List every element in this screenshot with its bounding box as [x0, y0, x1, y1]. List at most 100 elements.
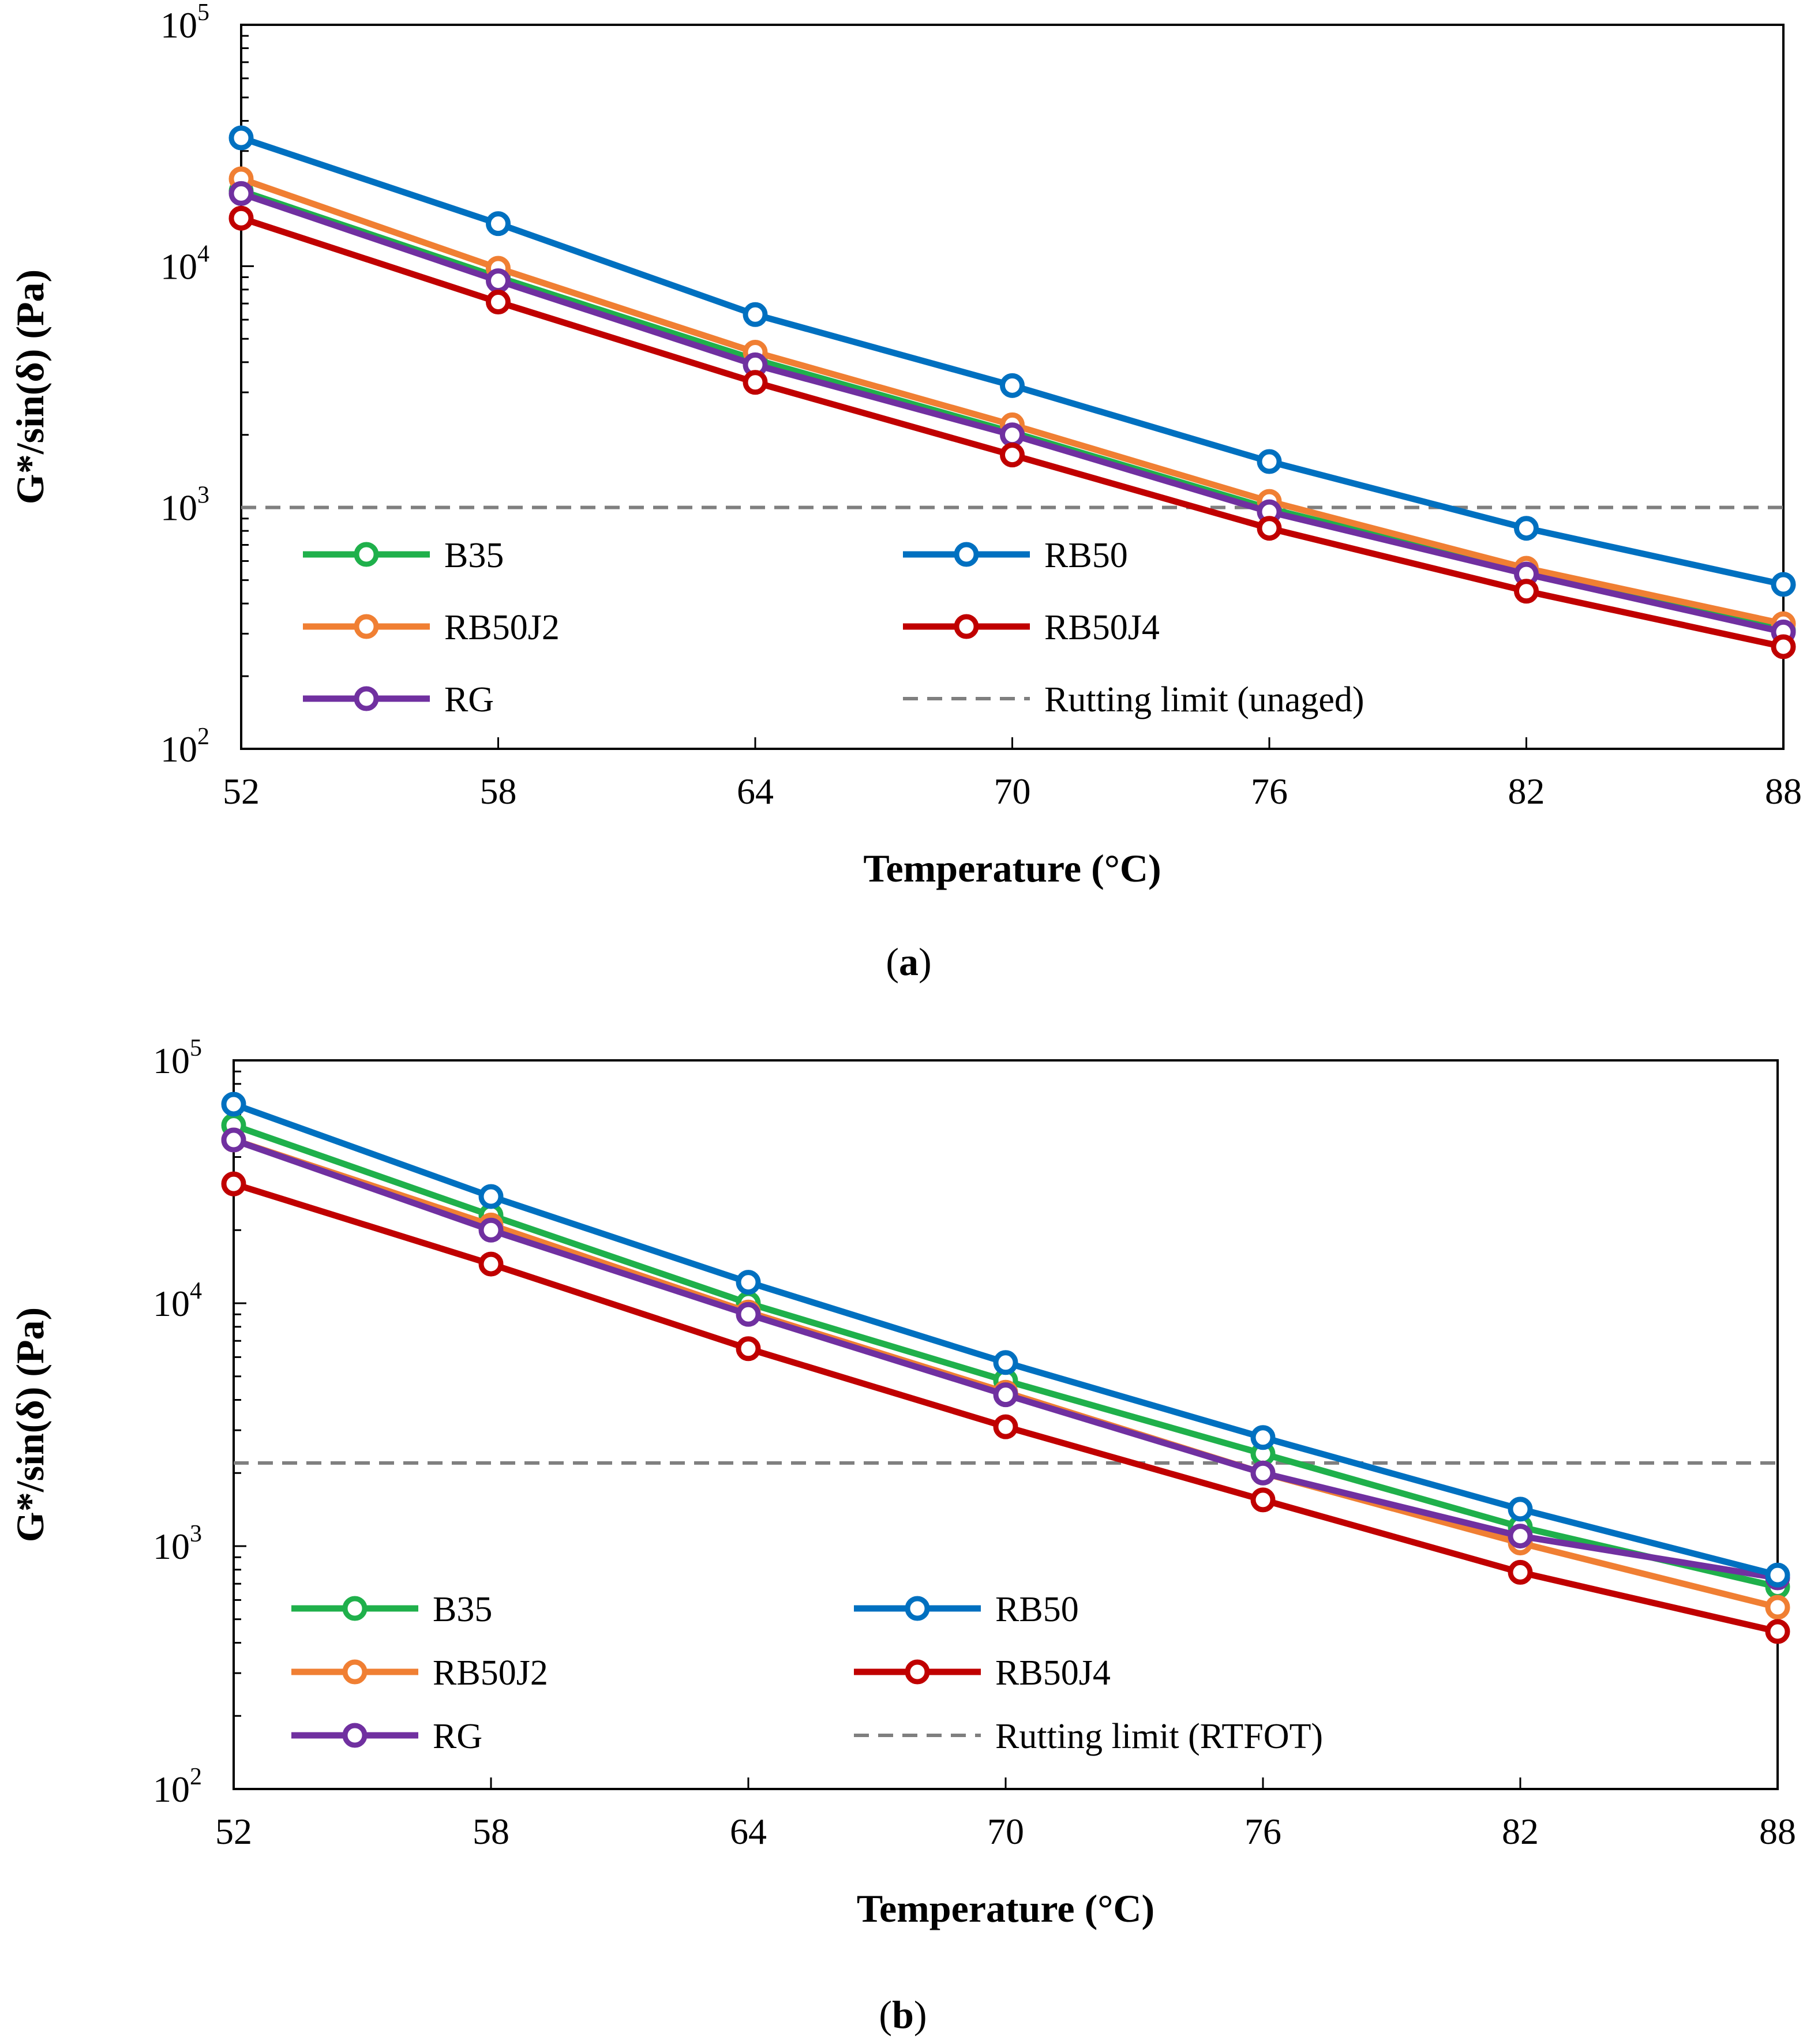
- legend-label: Rutting limit (RTFOT): [995, 1717, 1323, 1756]
- legend-item-rb50j4: RB50J4: [854, 1653, 1111, 1693]
- data-point-rb50: [1771, 572, 1796, 597]
- legend-label: B35: [433, 1590, 492, 1629]
- legend-item-rb50j2: RB50J2: [291, 1653, 548, 1693]
- legend-item-rb50: RB50: [903, 536, 1128, 575]
- series-line-rb50: [233, 1101, 1779, 1578]
- series-rg: [228, 181, 1796, 644]
- data-point-rb50: [478, 1184, 504, 1209]
- legend-swatch-marker: [342, 1723, 368, 1748]
- data-point-rb50: [228, 125, 254, 151]
- data-point-rg: [1508, 1524, 1533, 1549]
- y-tick-label-exponent: 3: [190, 1521, 202, 1547]
- legend-label: RB50J4: [995, 1653, 1111, 1693]
- y-tick-label: 105: [153, 1035, 202, 1081]
- x-axis-title: Temperature (°C): [863, 846, 1161, 890]
- legend-swatch-marker: [954, 542, 979, 567]
- data-point-rg: [221, 1127, 246, 1153]
- data-point-rb50: [1514, 516, 1539, 541]
- y-tick-label-base: 10: [160, 5, 197, 46]
- y-tick-label-base: 10: [153, 1769, 190, 1810]
- legend-label: Rutting limit (unaged): [1044, 680, 1365, 719]
- x-tick-label: 76: [1245, 1811, 1281, 1852]
- legend-item-b35: B35: [291, 1590, 492, 1629]
- data-point-rb50j4: [221, 1171, 246, 1197]
- y-tick-label: 105: [160, 0, 209, 46]
- series-rb50j4: [221, 1171, 1790, 1644]
- legend-label: RB50J2: [444, 608, 560, 647]
- data-point-rb50j4: [1514, 579, 1539, 604]
- legend-item-b35: B35: [303, 536, 504, 575]
- x-tick-label: 82: [1508, 771, 1545, 812]
- y-tick-label-base: 10: [153, 1526, 190, 1567]
- data-point-rb50j4: [1771, 634, 1796, 659]
- data-point-rb50j4: [486, 290, 511, 315]
- data-point-rb50: [993, 1350, 1018, 1375]
- series-line-rb50: [240, 134, 1785, 588]
- data-point-rg: [478, 1217, 504, 1243]
- caption-paren: ): [914, 1993, 927, 2037]
- data-point-rg: [1000, 422, 1025, 448]
- legend-swatch-marker: [905, 1596, 930, 1621]
- series-line-rb50j4: [233, 1180, 1779, 1635]
- legend-swatch-marker: [905, 1659, 930, 1685]
- data-point-rb50: [1765, 1562, 1790, 1588]
- legend-label: RB50: [995, 1590, 1079, 1629]
- y-tick-label: 102: [160, 723, 209, 770]
- y-tick-label-exponent: 2: [197, 723, 209, 750]
- data-point-rb50: [743, 302, 768, 327]
- legend-swatch-marker: [354, 542, 379, 567]
- y-tick-label-exponent: 2: [190, 1764, 202, 1790]
- data-point-rb50: [736, 1270, 761, 1295]
- legend-item-rg: RG: [303, 680, 494, 719]
- data-point-rb50: [1250, 1425, 1276, 1450]
- y-tick-label-base: 10: [160, 487, 197, 528]
- data-point-rb50j4: [743, 370, 768, 395]
- legend-label: RB50: [1044, 536, 1128, 575]
- data-point-rb50: [1000, 373, 1025, 398]
- y-tick-label-base: 10: [153, 1040, 190, 1081]
- data-point-rg: [1250, 1460, 1276, 1486]
- data-point-rb50j4: [1257, 516, 1282, 541]
- x-tick-label: 82: [1502, 1811, 1539, 1852]
- x-tick-label: 70: [987, 1811, 1024, 1852]
- series-rb50: [221, 1092, 1790, 1588]
- legend-swatch-marker: [954, 614, 979, 639]
- y-axis-title: G*/sin(δ) (Pa): [8, 1307, 52, 1542]
- panel-caption: (a): [886, 940, 931, 984]
- data-point-rg: [993, 1382, 1018, 1408]
- x-tick-label: 52: [223, 771, 260, 812]
- caption-paren: ): [919, 940, 932, 984]
- y-tick-label-exponent: 4: [197, 241, 209, 267]
- x-tick-label: 70: [994, 771, 1031, 812]
- caption-paren: (: [886, 940, 899, 984]
- y-tick-label-exponent: 5: [190, 1035, 202, 1062]
- data-point-rb50j4: [1765, 1619, 1790, 1644]
- data-point-rb50j4: [993, 1414, 1018, 1439]
- y-tick-label-base: 10: [160, 729, 197, 770]
- legend-label: RG: [444, 680, 494, 719]
- series-rg: [221, 1127, 1790, 1591]
- legend-label: RB50J4: [1044, 608, 1160, 647]
- x-tick-label: 76: [1251, 771, 1288, 812]
- caption-letter: b: [892, 1993, 914, 2037]
- series-rb50j4: [228, 205, 1796, 659]
- y-tick-label-base: 10: [153, 1283, 190, 1324]
- data-point-rg: [486, 268, 511, 294]
- y-tick-label: 104: [160, 241, 209, 287]
- legend-item-rg: RG: [291, 1717, 482, 1756]
- caption-letter: a: [899, 940, 919, 984]
- x-tick-label: 64: [730, 1811, 767, 1852]
- legend-swatch-marker: [354, 614, 379, 639]
- legend-swatch-marker: [354, 686, 379, 711]
- data-point-rb50j4: [1000, 442, 1025, 468]
- y-axis-title: G*/sin(δ) (Pa): [8, 269, 52, 504]
- y-tick-label-base: 10: [160, 246, 197, 287]
- legend-label: RB50J2: [433, 1653, 548, 1693]
- data-point-rb50: [1257, 449, 1282, 474]
- data-point-rg: [736, 1302, 761, 1327]
- data-point-rb50j4: [228, 205, 254, 231]
- legend: B35 RB50 RB50J2 RB50J4 RG Rutting limit (unag…: [303, 536, 1365, 719]
